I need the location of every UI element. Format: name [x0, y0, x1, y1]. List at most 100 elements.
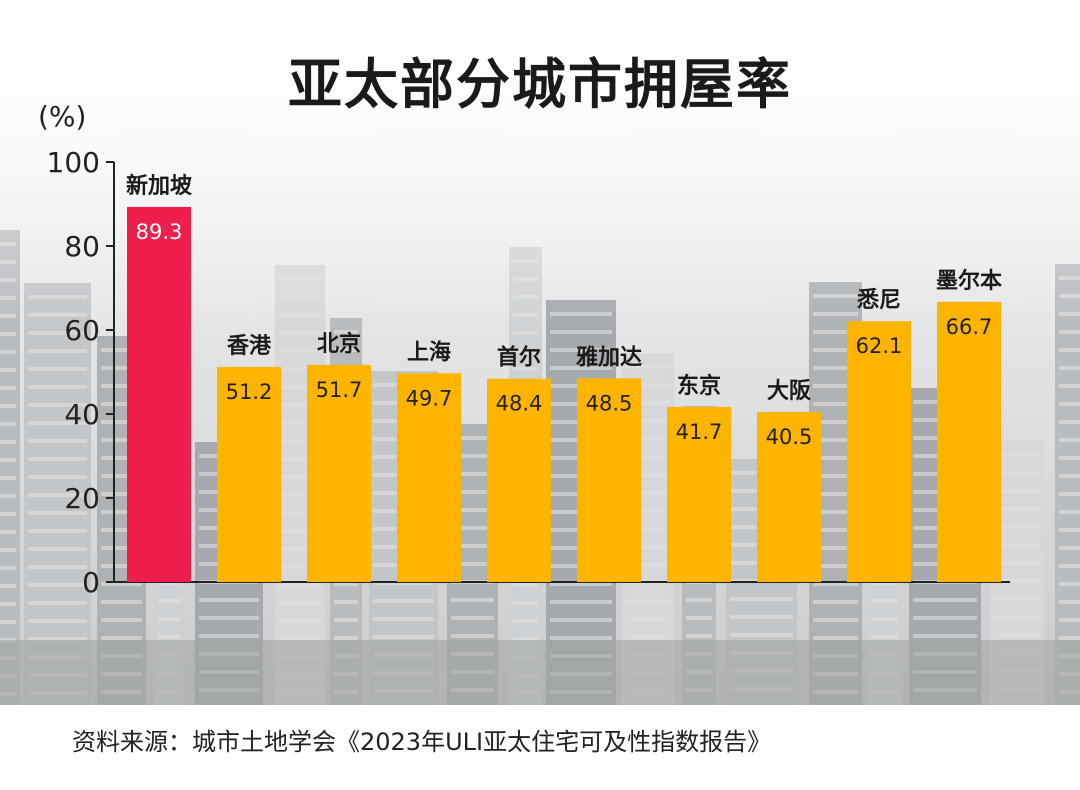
y-axis-unit-label: (%) [38, 100, 87, 133]
building-window-row [28, 529, 87, 533]
building-window-row [0, 332, 16, 336]
building-window-row [0, 530, 16, 534]
building-window-row [279, 349, 321, 353]
building-window-row [0, 548, 16, 552]
building-window-row [451, 616, 494, 620]
building-window-row [101, 474, 142, 478]
building-window-row [28, 619, 87, 623]
building-window-row [626, 545, 670, 549]
building-window-row [0, 422, 16, 426]
building-window-row [0, 386, 16, 390]
building-window-row [28, 367, 87, 371]
building-window-row [28, 385, 87, 389]
building-window-row [101, 582, 142, 586]
building-window-row [101, 420, 142, 424]
building-window-row [871, 617, 898, 621]
building-window-row [550, 330, 612, 334]
building-window-row [813, 510, 858, 514]
building-window-row [158, 635, 181, 639]
building-window-row [199, 634, 259, 638]
building-window-row [279, 403, 321, 407]
building-window-row [513, 331, 538, 335]
building-window-row [28, 637, 87, 641]
building-window-row [0, 440, 16, 444]
building-window-row [550, 636, 612, 640]
building-window-row [813, 618, 858, 622]
building-window-row [994, 489, 1040, 493]
building-window-row [279, 529, 321, 533]
building-window-row [451, 634, 494, 638]
building-window-row [101, 492, 142, 496]
building-window-row [28, 583, 87, 587]
building-window-row [1059, 492, 1080, 496]
building-window-row [626, 527, 670, 531]
building-window-row [813, 582, 858, 586]
building-window-row [279, 331, 321, 335]
category-label: 悉尼 [857, 288, 901, 313]
building-window-row [994, 543, 1040, 547]
building-window-row [101, 402, 142, 406]
building-window-row [101, 600, 142, 604]
building-window-row [28, 403, 87, 407]
category-label: 墨尔本 [936, 268, 1002, 294]
building-window-row [101, 456, 142, 460]
building-window-row [1059, 528, 1080, 532]
building-window-row [0, 476, 16, 480]
building-window-row [28, 475, 87, 479]
building-window-row [994, 597, 1040, 601]
building-window-row [373, 617, 434, 621]
building-window-row [730, 615, 793, 619]
category-label: 香港 [227, 334, 272, 359]
building-window-row [626, 491, 670, 495]
building-window-row [28, 547, 87, 551]
building-window-row [0, 368, 16, 372]
building-window-row [0, 584, 16, 588]
building-window-row [813, 636, 858, 640]
data-label: 51.2 [226, 380, 273, 404]
building-window-row [451, 544, 494, 548]
y-tick-label: 20 [64, 482, 100, 515]
building-window-row [871, 599, 898, 603]
building-window-row [913, 634, 977, 638]
building-window-row [0, 404, 16, 408]
building-window-row [101, 636, 142, 640]
category-label: 东京 [677, 373, 721, 399]
bar-chart: 0 20 40 60 80 100 89.3 新加坡 51.2 香港 51.7 北京 49.7 上海 48.… [47, 146, 1010, 599]
building-window-row [334, 636, 358, 640]
bar [667, 406, 731, 582]
y-tick-label: 40 [64, 398, 100, 431]
category-label: 新加坡 [126, 173, 192, 199]
building-window-row [513, 637, 538, 641]
bar [577, 378, 641, 582]
building-window-row [813, 492, 858, 496]
building-window-row [1059, 600, 1080, 604]
building-window-row [451, 562, 494, 566]
building-window-row [626, 617, 670, 621]
building-window-row [1059, 474, 1080, 478]
building-window-row [0, 602, 16, 606]
building-window-row [813, 528, 858, 532]
building-window-row [513, 367, 538, 371]
building-window-row [1059, 384, 1080, 388]
building-window-row [101, 438, 142, 442]
building-window-row [279, 367, 321, 371]
building-window-row [913, 598, 977, 602]
building-window-row [626, 563, 670, 567]
building-window-row [279, 457, 321, 461]
building-window-row [686, 634, 712, 638]
building-window-row [626, 383, 670, 387]
building-window-row [1059, 636, 1080, 640]
building-window-row [626, 599, 670, 603]
building-window-row [1059, 348, 1080, 352]
building-window-row [279, 493, 321, 497]
y-tick-label: 100 [47, 146, 100, 179]
building-window-row [1059, 582, 1080, 586]
category-label: 大阪 [767, 379, 811, 404]
y-tick-label: 0 [82, 566, 100, 599]
building-window-row [994, 561, 1040, 565]
building-window-row [1059, 510, 1080, 514]
bar [307, 364, 371, 582]
building-window-row [994, 633, 1040, 637]
data-label: 66.7 [946, 315, 993, 339]
building-window-row [28, 601, 87, 605]
